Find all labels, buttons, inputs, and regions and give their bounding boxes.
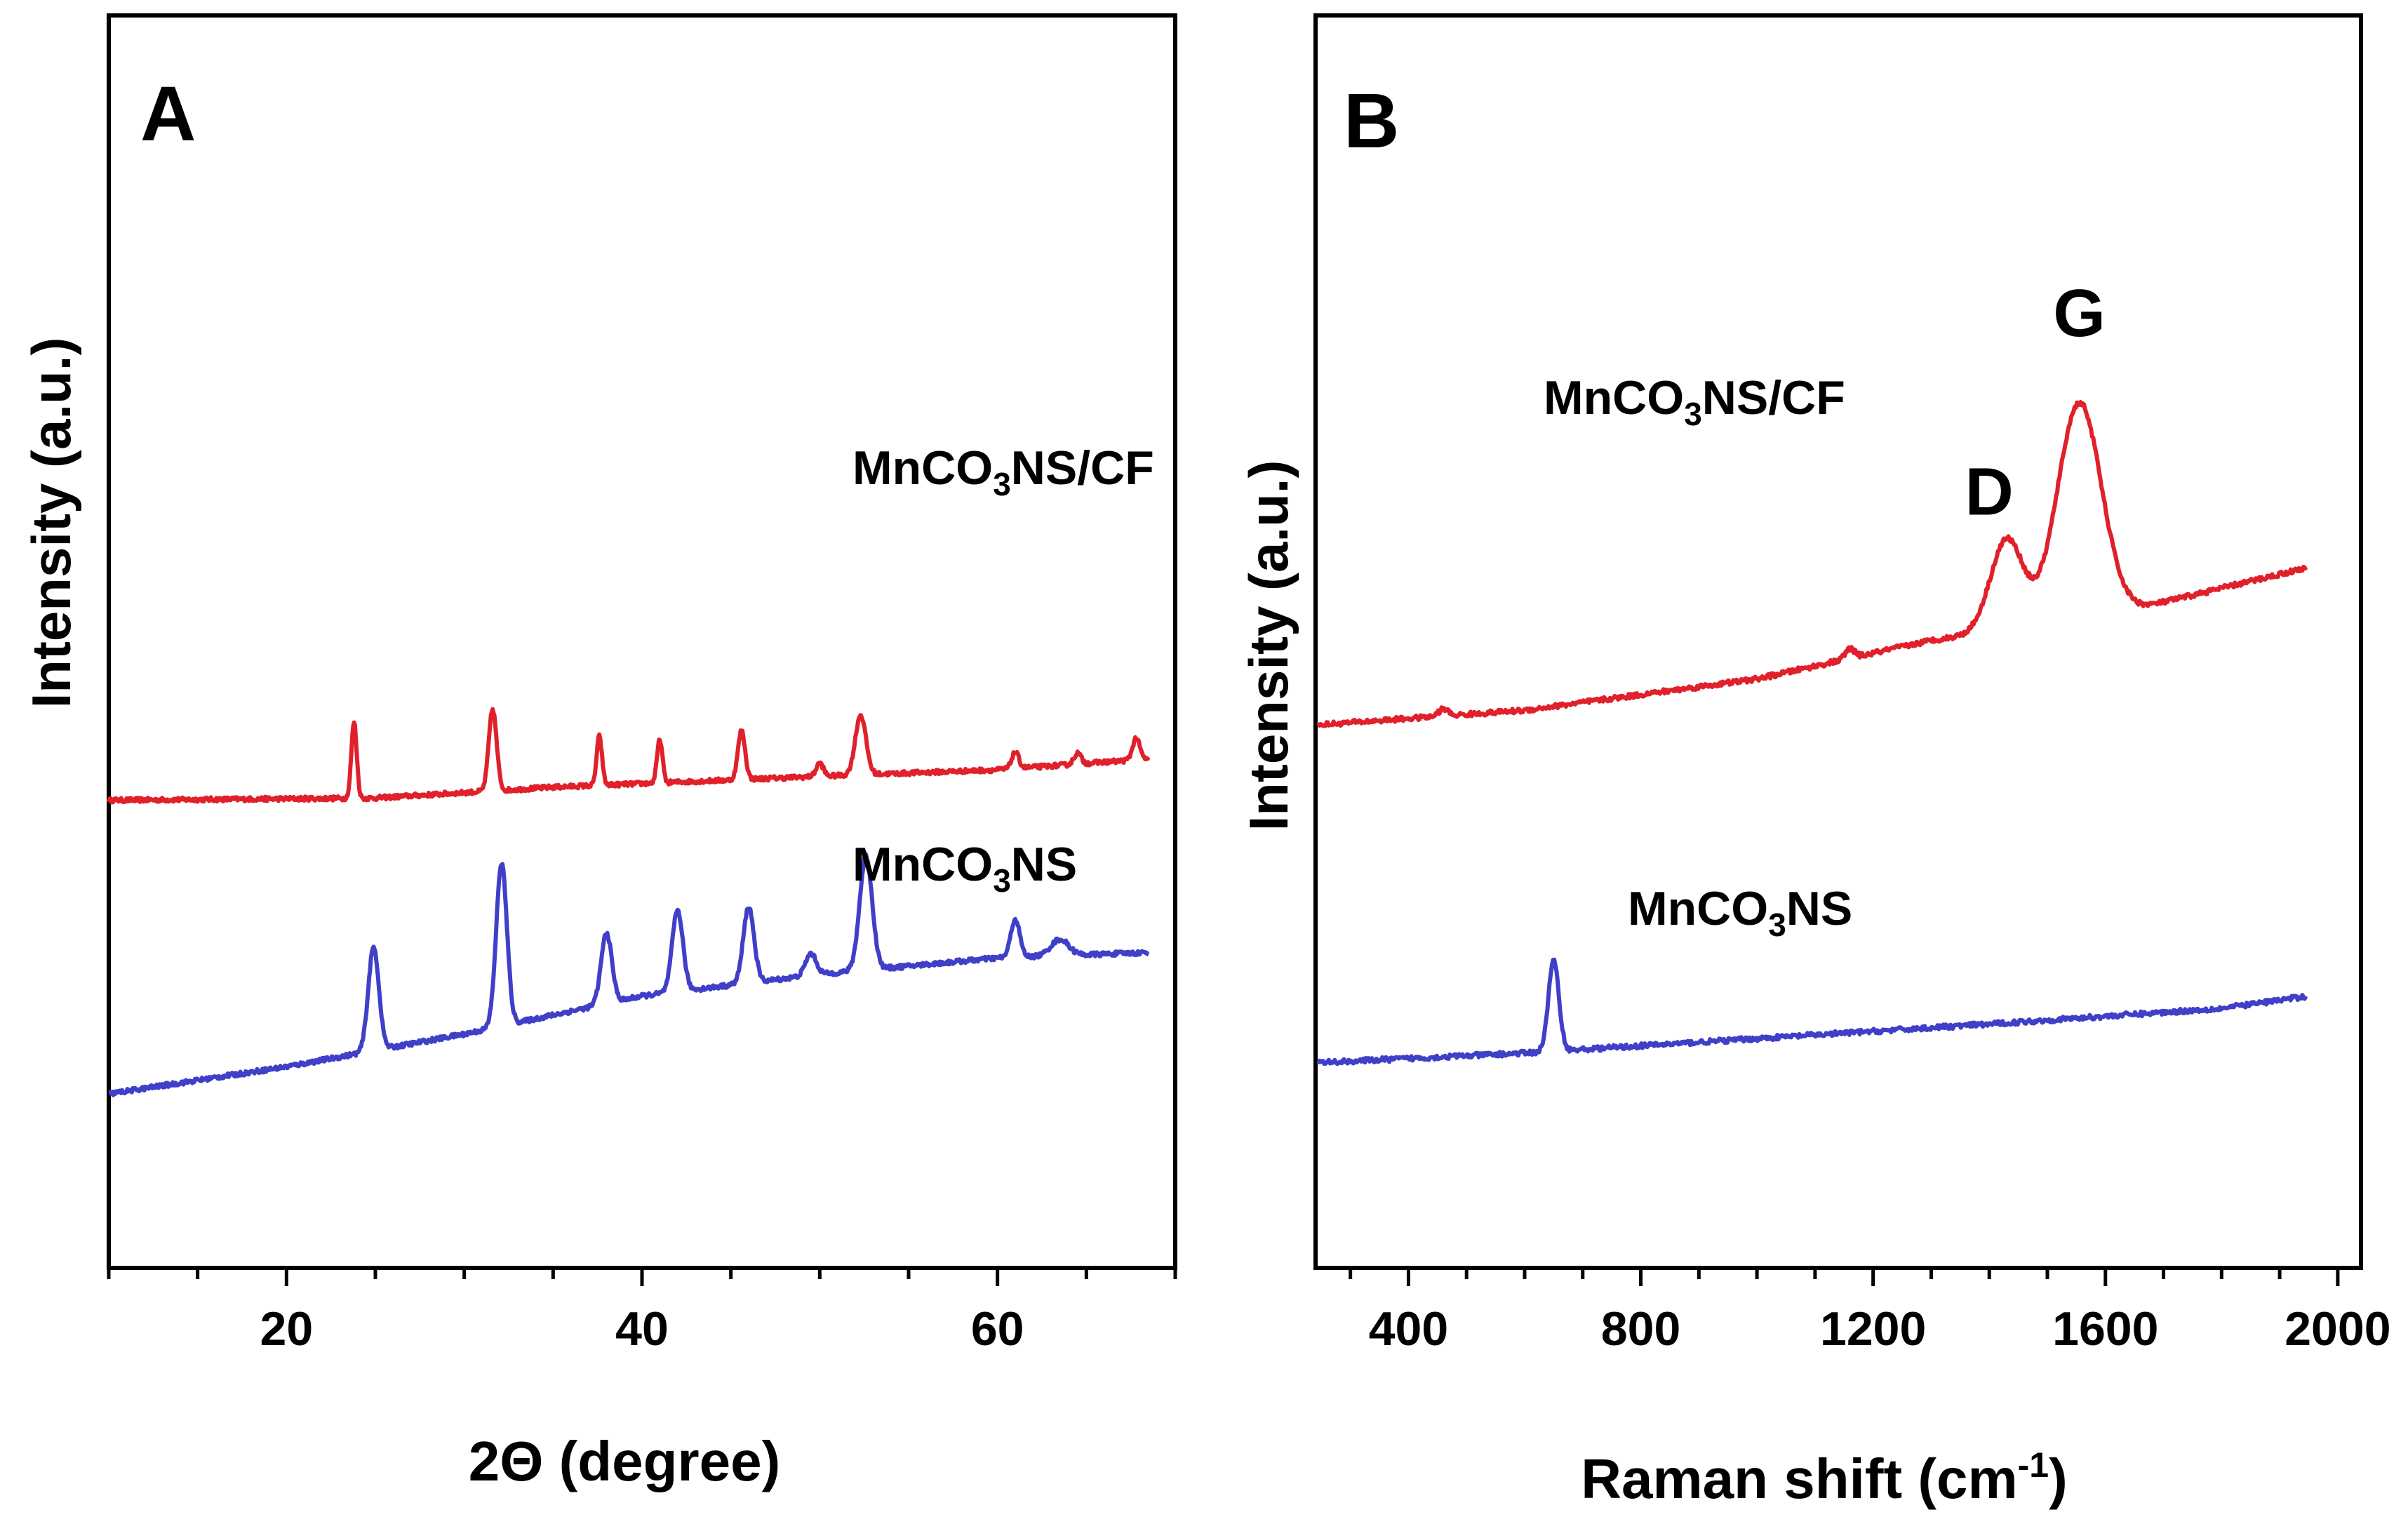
panel-a-y-axis-title: Intensity (a.u.) [20, 337, 82, 709]
panel-b-plot-area [1316, 400, 2308, 1067]
panel-b-annotations: DG [1965, 276, 2106, 530]
peak-label-d: D [1965, 454, 2014, 529]
x-axis-title-main: Raman shift (cm [1581, 1448, 2017, 1510]
label-tail: NS/CF [1702, 371, 1845, 424]
panel-a-plot-area [107, 707, 1151, 1097]
x-axis-title-end: ) [2049, 1448, 2068, 1510]
x-tick-label: 400 [1369, 1302, 1448, 1356]
panel-b-label-mnco3ns: MnCO3NS [1628, 882, 1852, 943]
x-tick-label: 1600 [2052, 1302, 2158, 1356]
label-tail: NS [1786, 882, 1852, 935]
panel-b-y-axis-title: Intensity (a.u.) [1238, 460, 1299, 831]
label-tail: NS/CF [1011, 441, 1154, 495]
panel-b-x-axis: 400 800 1200 1600 2000 [1349, 1268, 2391, 1356]
x-tick-label: 2000 [2285, 1302, 2390, 1356]
panel-a-letter: A [140, 71, 196, 157]
x-tick-label: 20 [260, 1302, 314, 1356]
panel-b-x-axis-title: Raman shift (cm-1) [1581, 1445, 2067, 1510]
x-tick-label: 1200 [1820, 1302, 1926, 1356]
panel-b-label-mnco3ns-cf: MnCO3NS/CF [1544, 371, 1845, 432]
label-tail: NS [1011, 838, 1077, 891]
panel-a-x-axis: 20 40 60 [107, 1268, 1177, 1356]
label-main: MnCO [1544, 371, 1684, 424]
x-axis-title-superscript: -1 [2018, 1445, 2049, 1485]
panel-a-frame [107, 13, 1177, 1270]
panel-a-x-axis-title: 2Θ (degree) [469, 1430, 781, 1492]
panel-a: A Intensity (a.u.) 2Θ (degree) 20 40 60 Mn… [20, 13, 1177, 1492]
panel-b-letter: B [1344, 78, 1399, 164]
label-main: MnCO [852, 441, 993, 495]
label-subscript: 3 [1768, 907, 1786, 943]
x-tick-label: 60 [971, 1302, 1024, 1356]
panel-b-frame [1313, 13, 2363, 1270]
series-line-mnco3ns-cf [1316, 400, 2308, 728]
panel-a-label-mnco3ns: MnCO3NS [852, 838, 1077, 899]
x-tick-label: 40 [615, 1302, 669, 1356]
x-tick-label: 800 [1601, 1302, 1680, 1356]
label-main: MnCO [1628, 882, 1768, 935]
label-main: MnCO [852, 838, 993, 891]
series-line-mnco3ns [107, 852, 1150, 1097]
panel-b: B Intensity (a.u.) Raman shift (cm-1) 40… [1238, 13, 2391, 1510]
label-subscript: 3 [993, 862, 1011, 899]
series-line-mnco3ns [1316, 957, 2308, 1067]
label-subscript: 3 [993, 466, 1011, 502]
peak-label-g: G [2053, 276, 2106, 351]
label-subscript: 3 [1684, 396, 1702, 432]
panel-a-label-mnco3ns-cf: MnCO3NS/CF [852, 441, 1154, 502]
series-line-mnco3ns-cf [107, 707, 1151, 805]
